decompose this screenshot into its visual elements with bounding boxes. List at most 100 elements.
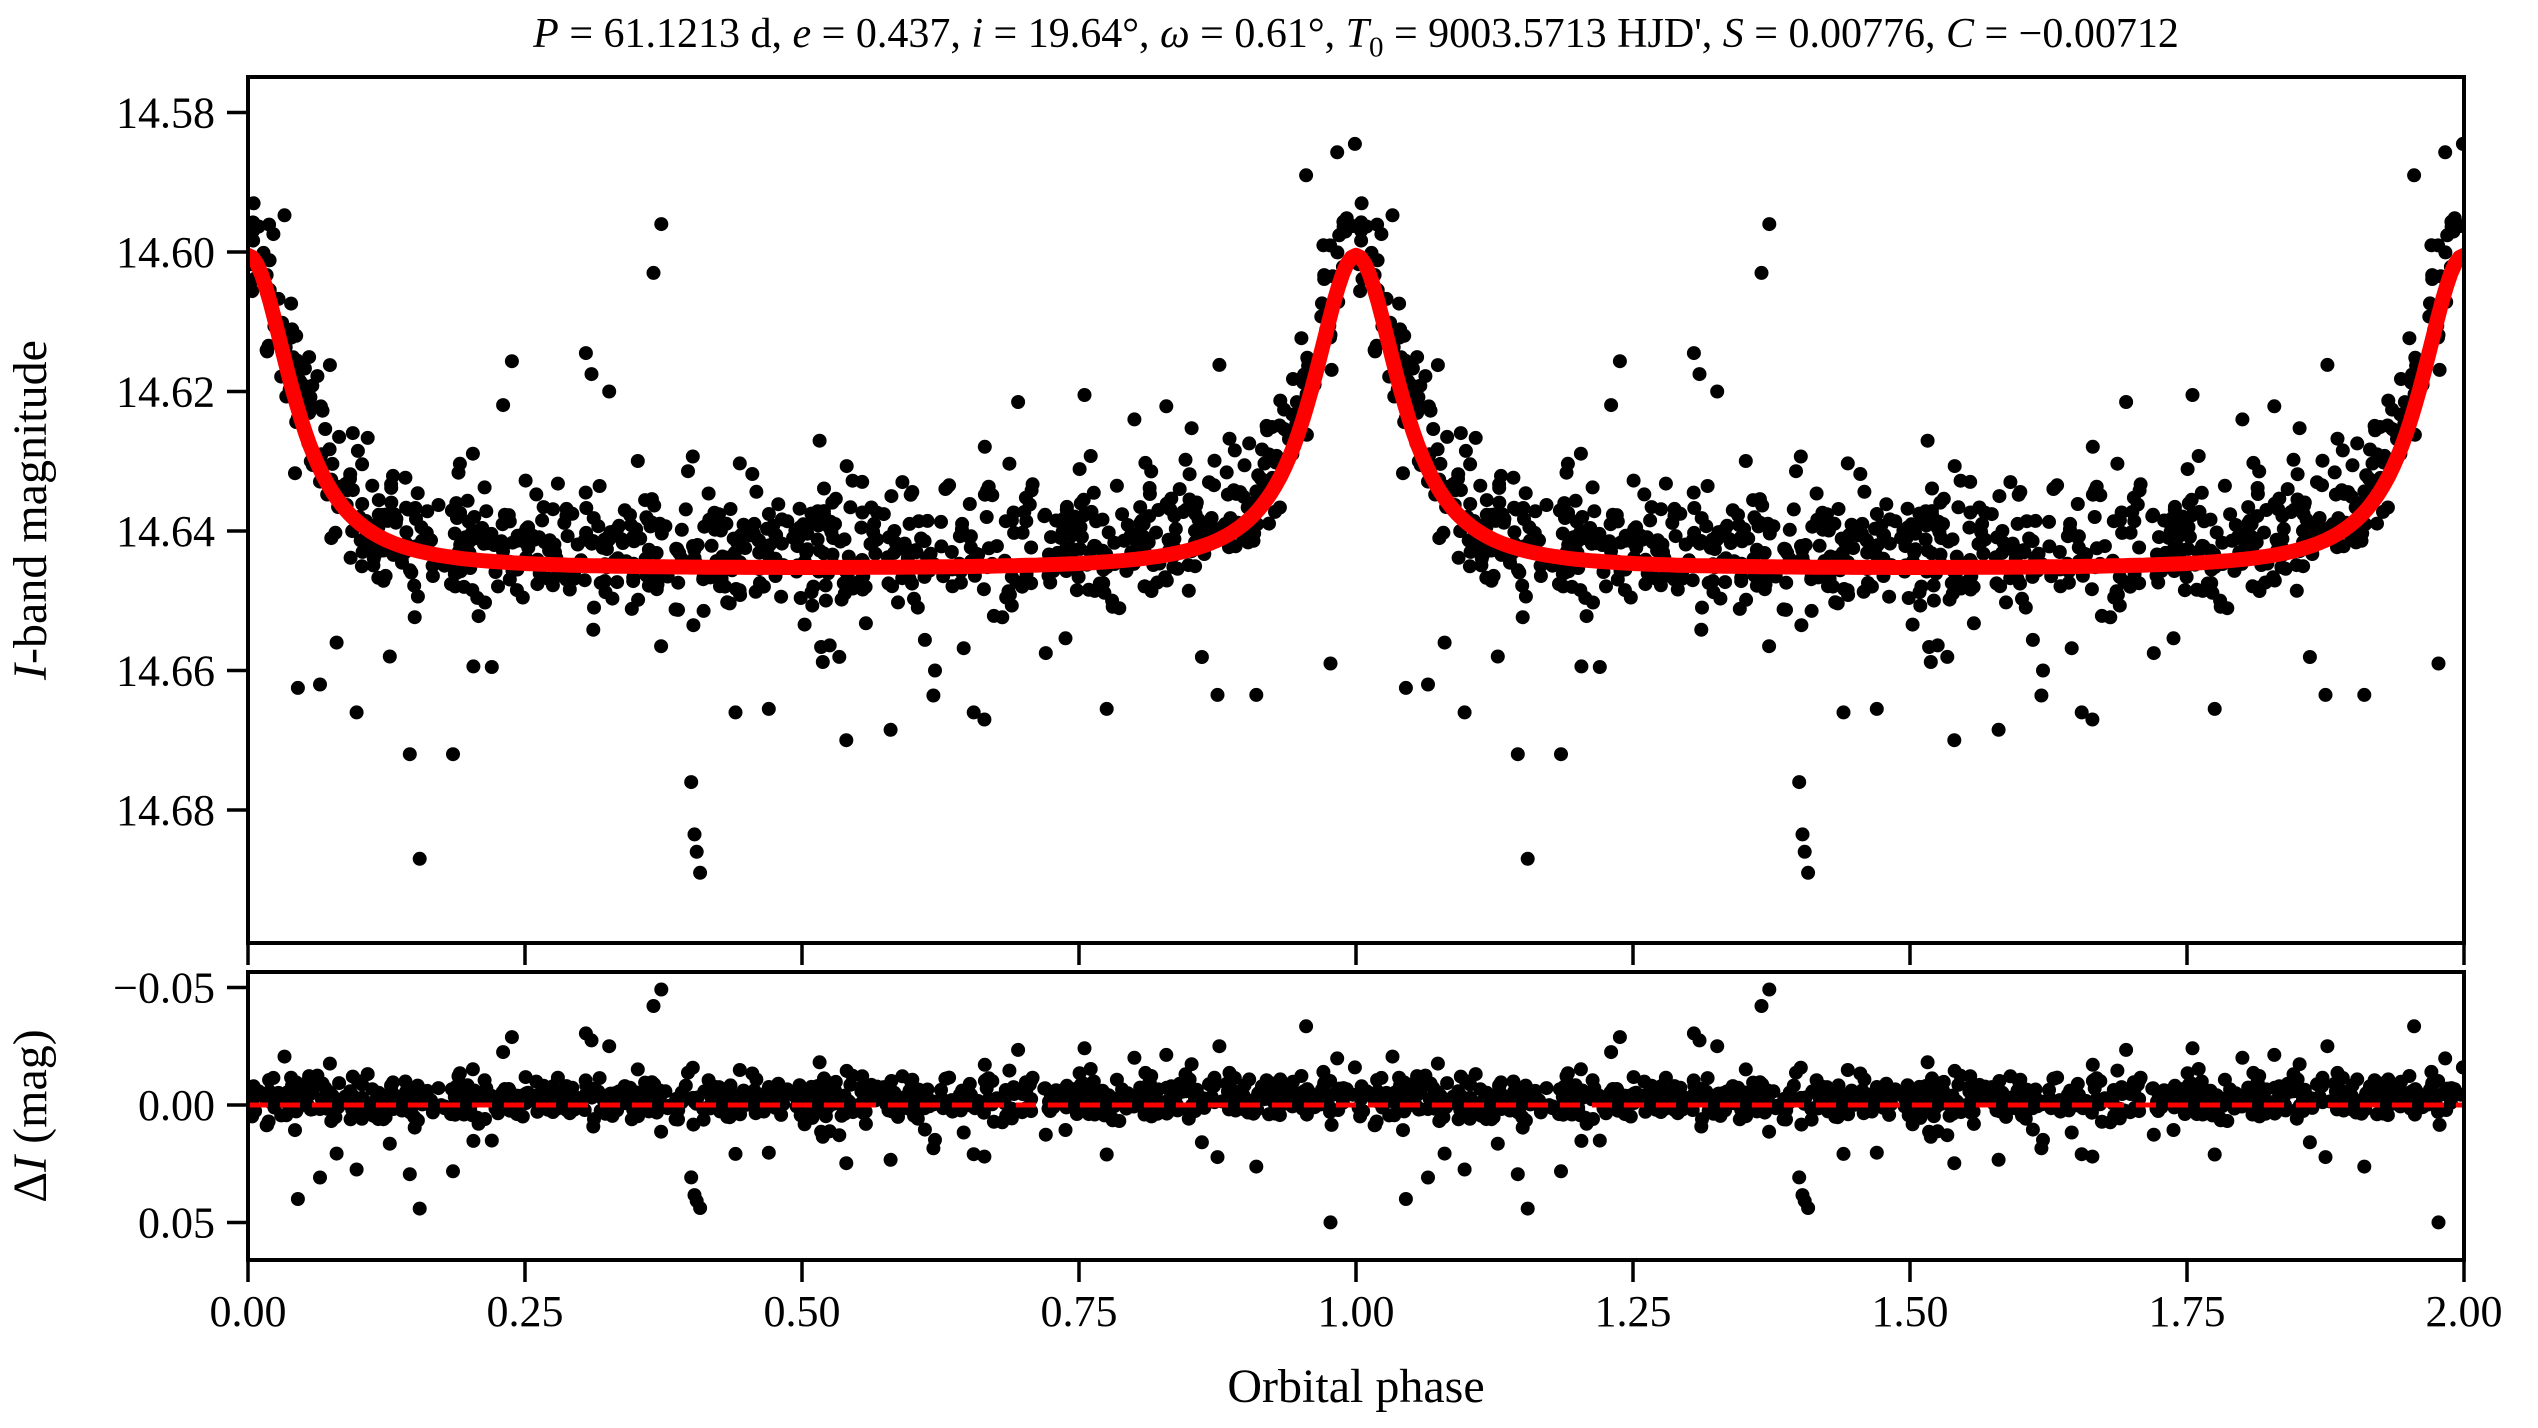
x-axis-ticks	[246, 943, 2466, 1282]
data-point	[2330, 431, 2345, 446]
data-point	[1554, 747, 1568, 762]
data-point	[2207, 701, 2222, 716]
data-point	[790, 539, 805, 554]
data-point	[2296, 559, 2311, 574]
data-point	[733, 588, 748, 602]
data-point	[790, 1090, 805, 1105]
data-point	[1831, 1078, 1846, 1093]
data-point	[1286, 372, 1300, 386]
data-point	[985, 488, 1000, 503]
data-point	[310, 1068, 325, 1083]
data-point	[1317, 272, 1332, 286]
data-point	[1857, 484, 1872, 499]
data-point	[1317, 1077, 1332, 1092]
data-point	[1940, 649, 1955, 664]
data-point	[1754, 265, 1769, 280]
x-tick-label: 0.50	[764, 1287, 841, 1336]
data-point	[371, 493, 386, 508]
data-point	[1479, 1090, 1494, 1105]
data-point	[1966, 1116, 1981, 1131]
data-point	[727, 547, 742, 562]
data-point	[602, 1089, 616, 1104]
data-point	[259, 1118, 274, 1133]
data-point	[1418, 1068, 1433, 1083]
data-point	[1612, 354, 1627, 369]
data-point	[376, 1112, 391, 1127]
data-point	[1463, 497, 1478, 511]
data-point	[654, 526, 669, 541]
data-point	[471, 609, 486, 624]
plot-title-segment: S	[1722, 11, 1744, 57]
data-point	[2312, 519, 2327, 534]
data-point	[977, 439, 992, 454]
data-point	[504, 1030, 519, 1045]
data-point	[2446, 215, 2461, 230]
data-point	[1189, 498, 1204, 513]
data-point	[1574, 1133, 1589, 1148]
data-point	[2425, 272, 2440, 286]
data-point	[2220, 1114, 2235, 1128]
data-point	[1966, 1104, 1981, 1119]
data-point	[1077, 1081, 1091, 1096]
data-point	[1022, 1077, 1037, 1092]
data-point	[1738, 454, 1753, 468]
data-point	[1490, 1136, 1505, 1151]
data-point	[2385, 1084, 2400, 1099]
data-point	[1133, 500, 1148, 515]
data-point	[1999, 1109, 2013, 1124]
data-point	[646, 265, 661, 280]
data-point	[2002, 540, 2017, 555]
data-point	[1999, 595, 2013, 610]
data-point	[565, 506, 580, 521]
data-point	[407, 1120, 422, 1135]
data-point	[1515, 1120, 1530, 1135]
data-point	[1517, 512, 1531, 526]
data-point	[1945, 532, 1960, 547]
data-point	[2185, 508, 2199, 523]
data-point	[690, 538, 705, 552]
data-point	[654, 1124, 669, 1139]
data-point	[1277, 1084, 1292, 1099]
data-point	[963, 540, 978, 555]
data-point	[1101, 525, 1116, 540]
data-point	[689, 844, 704, 859]
data-point	[685, 449, 700, 464]
data-point	[671, 602, 685, 617]
data-point	[1457, 1162, 1472, 1177]
x-tick-label: 1.50	[1872, 1287, 1949, 1336]
data-point	[1748, 1082, 1763, 1097]
data-point	[2115, 1087, 2130, 1101]
data-point	[1049, 1083, 1064, 1098]
data-point	[248, 196, 261, 211]
data-point	[2085, 1057, 2100, 1072]
data-point	[591, 519, 606, 534]
data-point	[1212, 1039, 1227, 1054]
residual-panel	[248, 982, 2464, 1230]
data-point	[1654, 1079, 1668, 1094]
data-point	[1210, 687, 1225, 702]
x-tick-label: 2.00	[2426, 1287, 2503, 1336]
data-point	[2335, 443, 2350, 458]
data-point	[805, 1110, 820, 1125]
data-point	[1405, 361, 1420, 376]
data-point	[301, 395, 316, 410]
data-point	[1073, 496, 1088, 511]
data-point	[979, 1081, 994, 1096]
data-point	[806, 579, 821, 594]
data-point	[1920, 433, 1935, 448]
data-point	[2241, 500, 2256, 515]
data-point	[1801, 1201, 1816, 1215]
data-point	[962, 497, 977, 511]
data-point	[615, 536, 630, 550]
data-point	[732, 456, 747, 471]
data-point	[1604, 398, 1619, 413]
data-point	[1528, 1083, 1543, 1098]
data-point	[1904, 517, 1919, 532]
data-point	[412, 851, 427, 866]
plot-title-segment: = 0.00776,	[1743, 11, 1946, 57]
data-point	[1338, 215, 1353, 230]
data-point	[1640, 530, 1654, 545]
data-point	[1610, 1097, 1625, 1112]
data-point	[532, 530, 546, 545]
data-point	[1219, 465, 1234, 480]
